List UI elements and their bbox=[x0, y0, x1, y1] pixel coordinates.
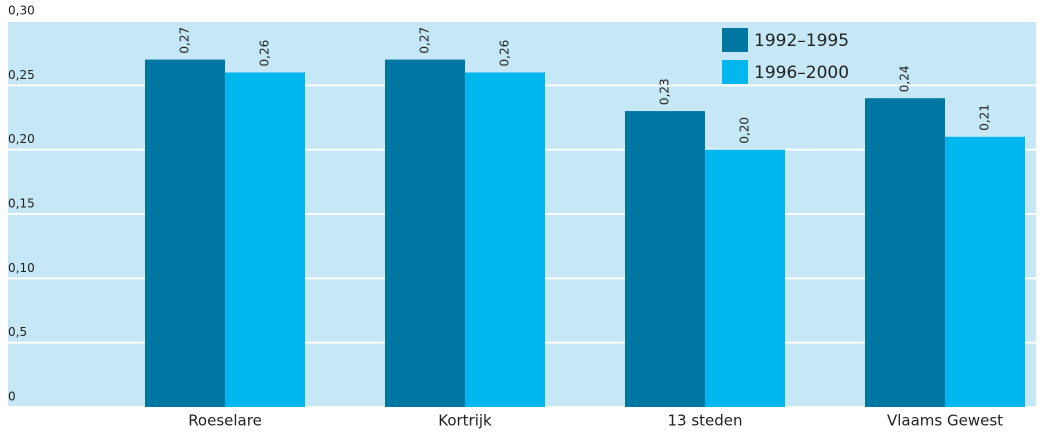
value-label: 0,23 bbox=[658, 78, 672, 105]
legend-label: 1996–2000 bbox=[754, 63, 849, 83]
y-tick-label: 0,20 bbox=[8, 132, 35, 146]
y-tick-label: 0,30 bbox=[8, 4, 35, 18]
x-tick-label: 13 steden bbox=[667, 412, 742, 430]
y-tick-label: 0,5 bbox=[8, 325, 27, 339]
y-tick-label: 0,25 bbox=[8, 68, 35, 82]
value-label: 0,20 bbox=[738, 117, 752, 144]
bar bbox=[145, 59, 225, 407]
y-tick-label: 0 bbox=[8, 390, 16, 404]
legend-swatch bbox=[722, 28, 748, 52]
bar bbox=[945, 136, 1025, 408]
bar bbox=[625, 111, 705, 408]
value-label: 0,21 bbox=[978, 104, 992, 131]
value-label: 0,24 bbox=[898, 65, 912, 92]
legend-label: 1992–1995 bbox=[754, 31, 849, 51]
legend-swatch bbox=[722, 60, 748, 84]
value-label: 0,27 bbox=[178, 27, 192, 54]
x-tick-label: Vlaams Gewest bbox=[887, 412, 1003, 430]
y-tick-label: 0,10 bbox=[8, 261, 35, 275]
value-label: 0,27 bbox=[418, 27, 432, 54]
bar bbox=[865, 98, 945, 407]
x-tick-label: Roeselare bbox=[188, 412, 262, 430]
bar bbox=[225, 72, 305, 407]
bar bbox=[465, 72, 545, 407]
bar bbox=[385, 59, 465, 407]
bar bbox=[705, 149, 785, 407]
y-tick-label: 0,15 bbox=[8, 197, 35, 211]
value-label: 0,26 bbox=[498, 40, 512, 67]
x-tick-label: Kortrijk bbox=[438, 412, 492, 430]
value-label: 0,26 bbox=[258, 40, 272, 67]
